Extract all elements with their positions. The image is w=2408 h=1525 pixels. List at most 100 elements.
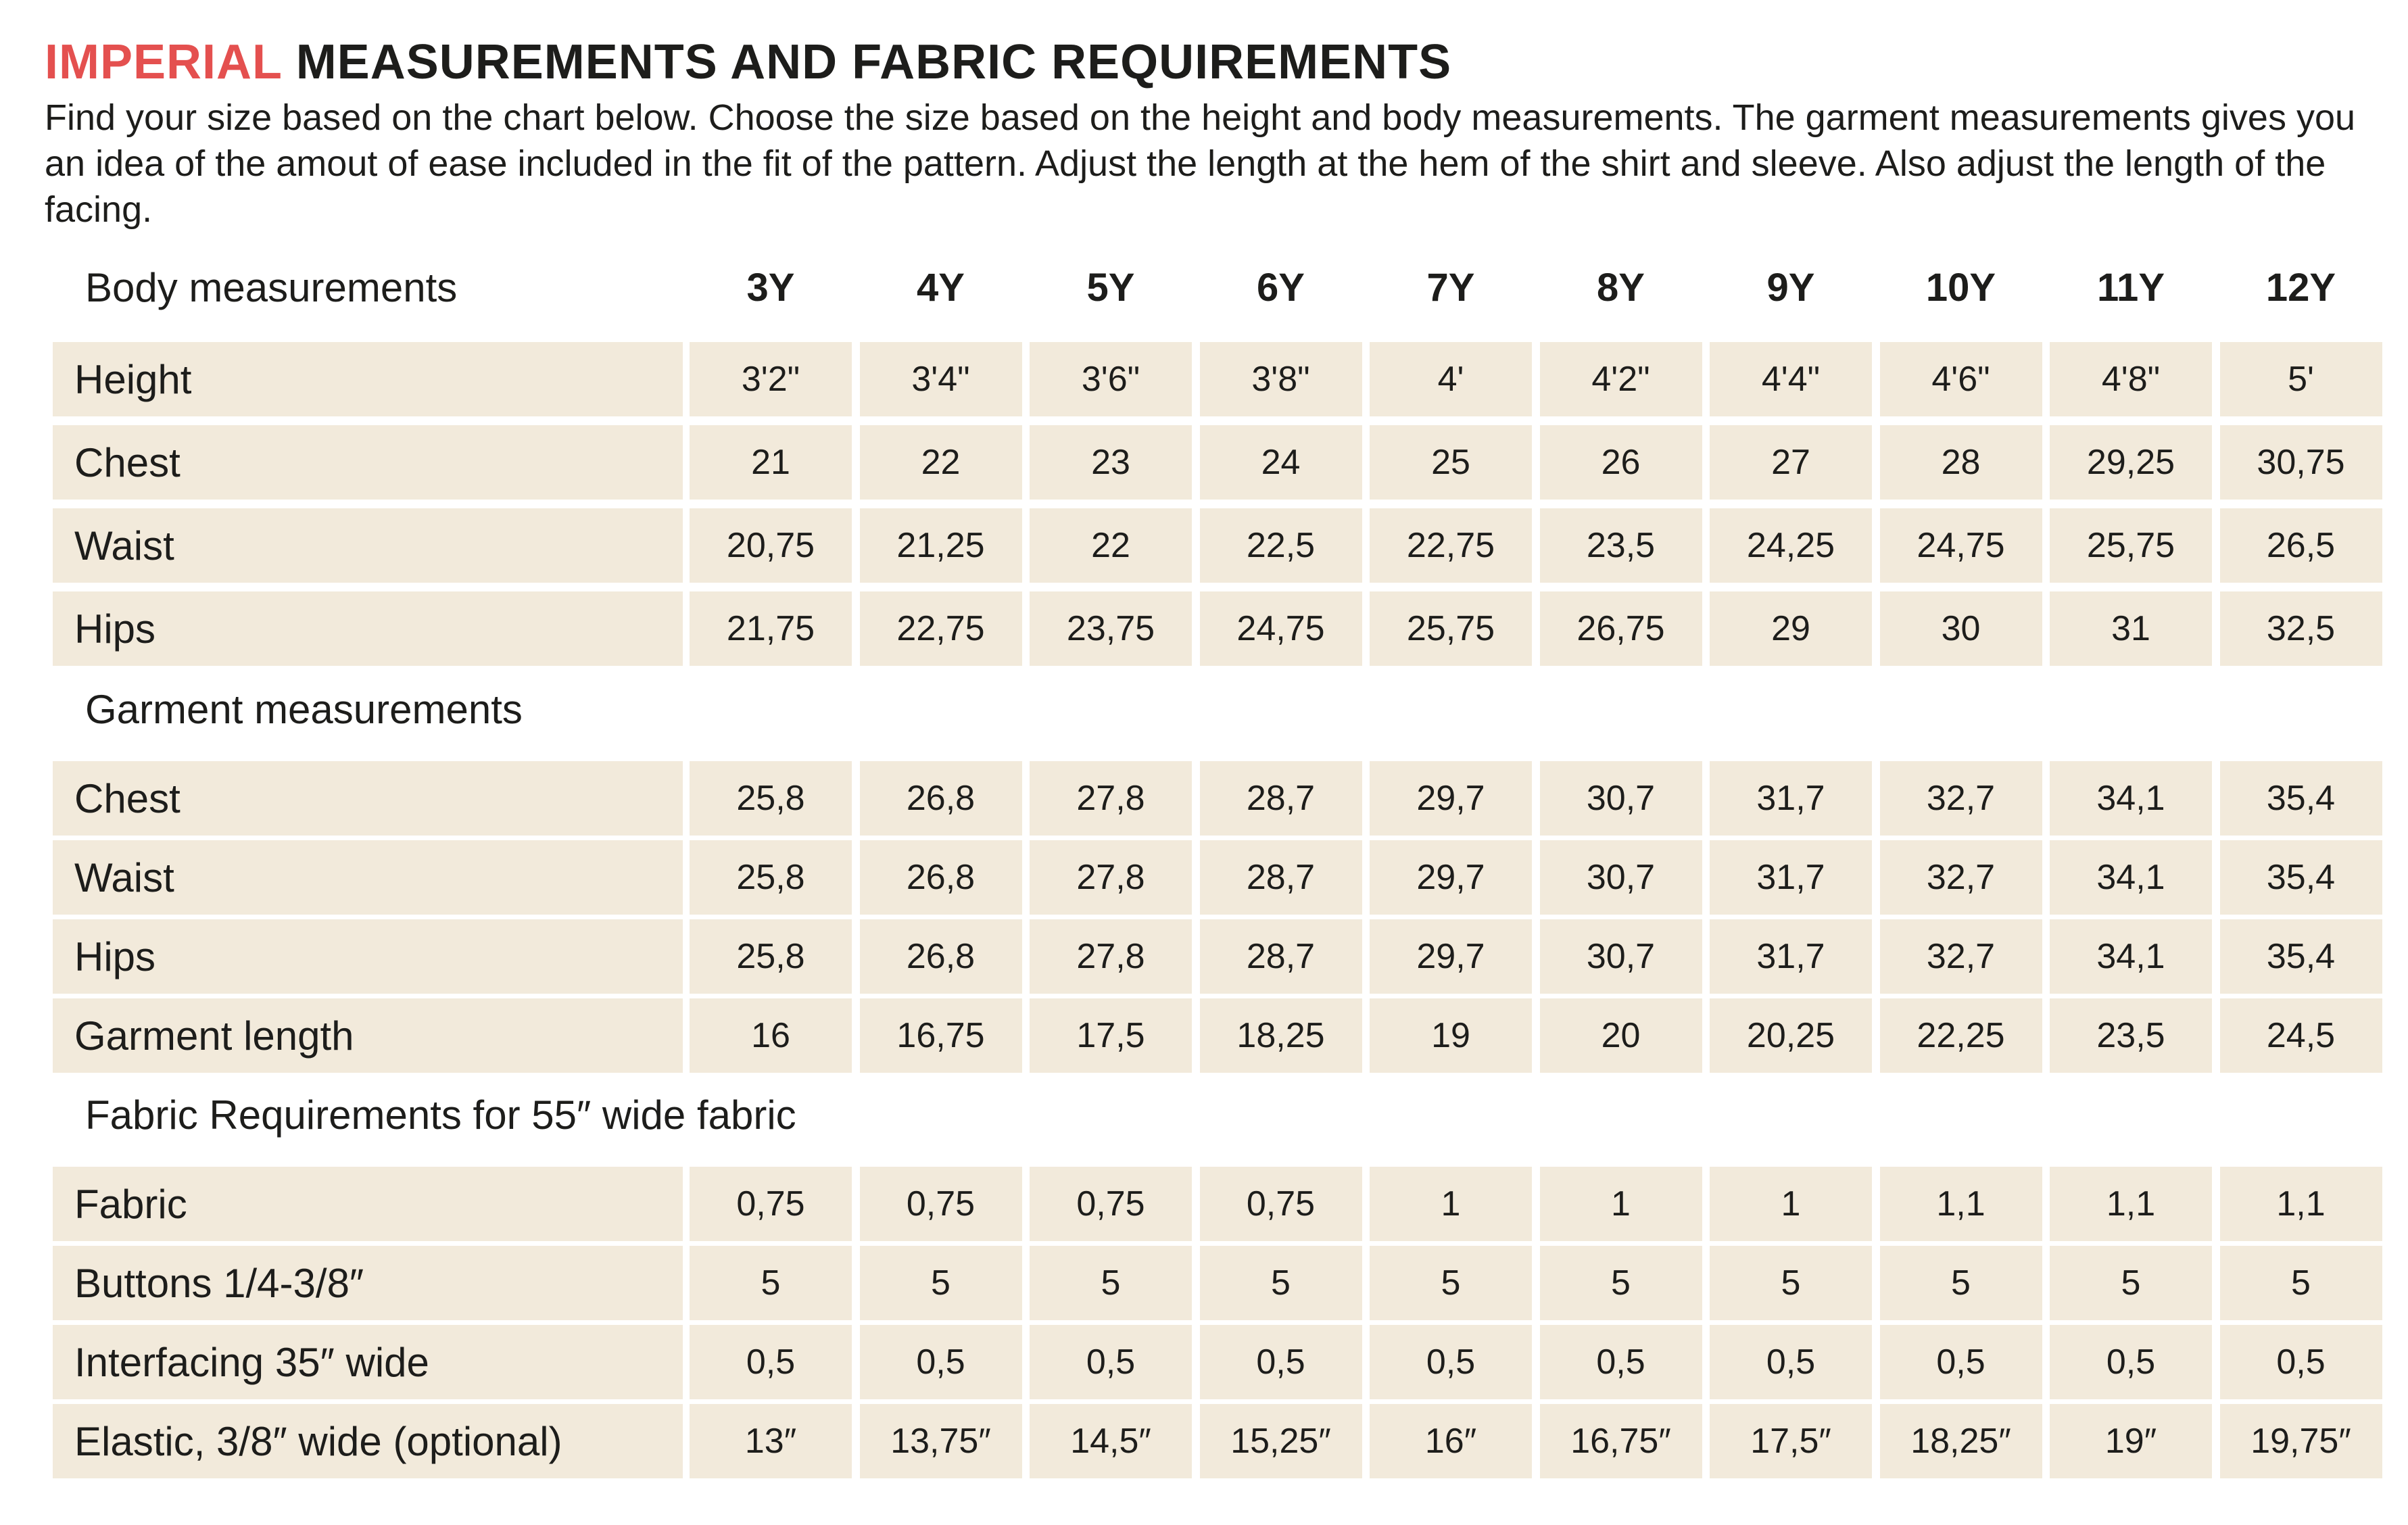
intro-text: Find your size based on the chart below.… <box>45 97 2356 230</box>
title-accent: IMPERIAL <box>45 35 282 89</box>
section-title: Body measurements <box>85 265 458 310</box>
table-cell: 26,8 <box>859 919 1022 994</box>
size-header-10y: 10Y <box>1925 266 1996 310</box>
table-cell: 16,75 <box>859 998 1022 1073</box>
table-cell: 25 <box>1370 425 1532 500</box>
page-title: IMPERIAL MEASUREMENTS AND FABRIC REQUIRE… <box>45 28 1451 96</box>
table-cell: 24,75 <box>1199 591 1362 666</box>
row-label: Hips <box>53 919 683 994</box>
table-cell: 3'4" <box>859 342 1022 416</box>
table-cell: 34,1 <box>2050 761 2212 836</box>
table-cell: 24,25 <box>1710 508 1872 583</box>
table-cell: 26 <box>1539 425 1702 500</box>
table-cell: 0,5 <box>1879 1325 2042 1399</box>
table-cell: 32,7 <box>1879 761 2042 836</box>
table-cell: 13″ <box>690 1404 852 1478</box>
size-header-9y: 9Y <box>1766 266 1815 310</box>
table-cell: 1,1 <box>2050 1167 2212 1241</box>
row-label: Elastic, 3/8″ wide (optional) <box>53 1404 683 1478</box>
table-cell: 21,75 <box>690 591 852 666</box>
table-cell: 5 <box>1710 1246 1872 1320</box>
size-header-8y: 8Y <box>1597 266 1645 310</box>
table-cell: 5 <box>1879 1246 2042 1320</box>
table-cell: 29 <box>1710 591 1872 666</box>
table-cell: 0,5 <box>1199 1325 1362 1399</box>
table-cell: 26,8 <box>859 761 1022 836</box>
table-cell: 20,75 <box>690 508 852 583</box>
row-label: Fabric <box>53 1167 683 1241</box>
row-label: Interfacing 35″ wide <box>53 1325 683 1399</box>
table-cell: 30,75 <box>2219 425 2382 500</box>
table-cell: 22,25 <box>1879 998 2042 1073</box>
table-cell: 4'2" <box>1539 342 1702 416</box>
table-cell: 29,7 <box>1370 840 1532 915</box>
table-cell: 17,5 <box>1030 998 1192 1073</box>
table-cell: 30,7 <box>1539 840 1702 915</box>
table-cell: 32,7 <box>1879 840 2042 915</box>
table-cell: 18,25″ <box>1879 1404 2042 1478</box>
table-cell: 0,5 <box>1539 1325 1702 1399</box>
table-cell: 16″ <box>1370 1404 1532 1478</box>
table-cell: 0,75 <box>859 1167 1022 1241</box>
table-cell: 25,8 <box>690 840 852 915</box>
table-cell: 5 <box>1030 1246 1192 1320</box>
row-label: Height <box>53 342 683 416</box>
table-cell: 24,5 <box>2219 998 2382 1073</box>
table-cell: 0,5 <box>1030 1325 1192 1399</box>
table-cell: 15,25″ <box>1199 1404 1362 1478</box>
section-title: Fabric Requirements for 55″ wide fabric <box>85 1092 796 1138</box>
table-cell: 29,25 <box>2050 425 2212 500</box>
table-cell: 5 <box>690 1246 852 1320</box>
table-cell: 29,7 <box>1370 919 1532 994</box>
table-cell: 25,75 <box>2050 508 2212 583</box>
table-cell: 26,75 <box>1539 591 1702 666</box>
table-cell: 1 <box>1370 1167 1532 1241</box>
table-cell: 5 <box>1199 1246 1362 1320</box>
table-cell: 16 <box>690 998 852 1073</box>
table-cell: 5' <box>2219 342 2382 416</box>
row-label: Garment length <box>53 998 683 1073</box>
size-header-6y: 6Y <box>1257 266 1305 310</box>
table-cell: 31 <box>2050 591 2212 666</box>
table-cell: 27,8 <box>1030 761 1192 836</box>
table-cell: 34,1 <box>2050 840 2212 915</box>
row-label: Chest <box>53 761 683 836</box>
row-label: Waist <box>53 840 683 915</box>
table-cell: 28,7 <box>1199 840 1362 915</box>
size-header-11y: 11Y <box>2097 266 2165 310</box>
table-cell: 22,75 <box>859 591 1022 666</box>
table-cell: 21,25 <box>859 508 1022 583</box>
table-cell: 3'6" <box>1030 342 1192 416</box>
table-cell: 23,5 <box>2050 998 2212 1073</box>
table-cell: 4'4" <box>1710 342 1872 416</box>
table-cell: 19,75″ <box>2219 1404 2382 1478</box>
size-header-4y: 4Y <box>917 266 965 310</box>
table-cell: 16,75″ <box>1539 1404 1702 1478</box>
table-cell: 0,75 <box>1199 1167 1362 1241</box>
table-cell: 27 <box>1710 425 1872 500</box>
table-cell: 21 <box>690 425 852 500</box>
table-cell: 0,5 <box>859 1325 1022 1399</box>
table-cell: 0,5 <box>690 1325 852 1399</box>
table-cell: 25,8 <box>690 919 852 994</box>
table-cell: 19 <box>1370 998 1532 1073</box>
table-cell: 30 <box>1879 591 2042 666</box>
table-cell: 4' <box>1370 342 1532 416</box>
table-cell: 0,75 <box>690 1167 852 1241</box>
table-cell: 1,1 <box>1879 1167 2042 1241</box>
table-cell: 22 <box>859 425 1022 500</box>
table-cell: 22 <box>1030 508 1192 583</box>
size-header-7y: 7Y <box>1426 266 1475 310</box>
row-label: Hips <box>53 591 683 666</box>
table-cell: 31,7 <box>1710 761 1872 836</box>
table-cell: 0,5 <box>1370 1325 1532 1399</box>
table-cell: 27,8 <box>1030 840 1192 915</box>
table-cell: 30,7 <box>1539 761 1702 836</box>
table-cell: 23,75 <box>1030 591 1192 666</box>
table-cell: 5 <box>2050 1246 2212 1320</box>
table-cell: 22,75 <box>1370 508 1532 583</box>
table-cell: 19″ <box>2050 1404 2212 1478</box>
table-cell: 35,4 <box>2219 840 2382 915</box>
table-cell: 26,5 <box>2219 508 2382 583</box>
